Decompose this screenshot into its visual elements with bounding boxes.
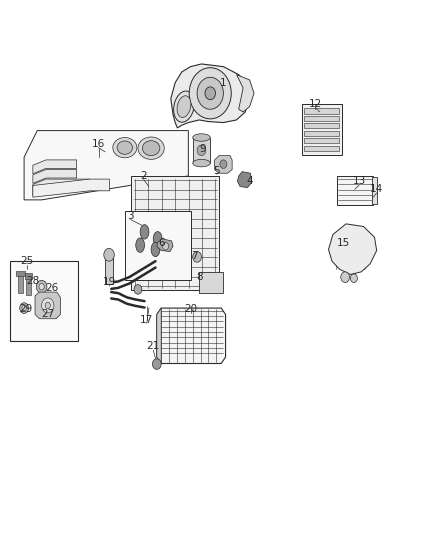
Ellipse shape xyxy=(193,134,210,141)
Bar xyxy=(16,271,25,276)
Text: 28: 28 xyxy=(26,277,39,286)
Circle shape xyxy=(134,285,142,294)
Text: 19: 19 xyxy=(103,278,116,287)
Circle shape xyxy=(36,280,47,293)
Text: 17: 17 xyxy=(140,315,153,325)
Circle shape xyxy=(350,274,357,282)
Text: 5: 5 xyxy=(213,166,220,175)
Bar xyxy=(337,176,373,205)
Polygon shape xyxy=(33,169,77,183)
Polygon shape xyxy=(171,64,250,128)
Polygon shape xyxy=(33,179,110,197)
Circle shape xyxy=(197,77,223,109)
Ellipse shape xyxy=(173,91,194,122)
Ellipse shape xyxy=(140,225,149,239)
Circle shape xyxy=(45,302,50,309)
Circle shape xyxy=(205,87,215,100)
Polygon shape xyxy=(215,156,232,173)
Ellipse shape xyxy=(177,96,191,117)
Bar xyxy=(18,272,23,293)
Text: 4: 4 xyxy=(246,176,253,186)
Circle shape xyxy=(20,303,28,313)
Bar xyxy=(304,116,339,121)
Text: 27: 27 xyxy=(42,310,55,319)
Circle shape xyxy=(189,68,231,119)
Text: 8: 8 xyxy=(196,272,203,282)
Circle shape xyxy=(341,272,350,282)
Polygon shape xyxy=(157,239,173,252)
Bar xyxy=(304,123,339,128)
Text: 9: 9 xyxy=(199,144,206,154)
Bar xyxy=(304,146,339,151)
Polygon shape xyxy=(24,131,188,200)
Circle shape xyxy=(220,160,227,168)
Text: 21: 21 xyxy=(147,342,160,351)
Bar xyxy=(372,177,377,204)
Circle shape xyxy=(162,243,169,250)
Circle shape xyxy=(152,359,161,369)
Text: 12: 12 xyxy=(309,99,322,109)
Text: 15: 15 xyxy=(337,238,350,247)
Polygon shape xyxy=(157,308,226,364)
Polygon shape xyxy=(33,179,90,196)
Text: 7: 7 xyxy=(191,251,198,261)
Polygon shape xyxy=(33,160,77,174)
Text: 14: 14 xyxy=(370,184,383,194)
Ellipse shape xyxy=(142,141,160,156)
Circle shape xyxy=(39,284,44,290)
Polygon shape xyxy=(328,224,377,274)
Bar xyxy=(125,211,191,280)
Bar xyxy=(131,176,219,290)
Ellipse shape xyxy=(136,238,145,253)
Polygon shape xyxy=(157,308,161,364)
Text: 3: 3 xyxy=(127,211,134,221)
Bar xyxy=(199,272,223,293)
Bar xyxy=(302,104,342,155)
Bar xyxy=(26,274,31,295)
Bar xyxy=(193,138,210,163)
Polygon shape xyxy=(35,292,60,319)
Circle shape xyxy=(22,305,26,311)
Circle shape xyxy=(42,298,54,313)
Bar xyxy=(105,256,113,284)
Ellipse shape xyxy=(153,231,162,246)
Text: 25: 25 xyxy=(21,256,34,266)
Circle shape xyxy=(197,145,206,156)
Text: 29: 29 xyxy=(19,304,32,314)
Ellipse shape xyxy=(151,242,160,257)
Ellipse shape xyxy=(138,137,164,159)
Bar xyxy=(304,131,339,136)
Bar xyxy=(25,273,32,279)
Polygon shape xyxy=(237,75,254,112)
Ellipse shape xyxy=(117,141,132,155)
Ellipse shape xyxy=(113,138,137,158)
Text: 6: 6 xyxy=(159,238,166,247)
Text: 20: 20 xyxy=(184,304,197,314)
Ellipse shape xyxy=(193,159,210,167)
Bar xyxy=(304,108,339,114)
Bar xyxy=(304,138,339,143)
Text: 16: 16 xyxy=(92,139,105,149)
Circle shape xyxy=(104,248,114,261)
Circle shape xyxy=(193,252,201,262)
Text: 26: 26 xyxy=(45,283,58,293)
Text: 13: 13 xyxy=(353,176,366,186)
Bar xyxy=(10,261,78,341)
Polygon shape xyxy=(237,172,252,188)
Text: 2: 2 xyxy=(140,171,147,181)
Text: 1: 1 xyxy=(220,78,227,87)
